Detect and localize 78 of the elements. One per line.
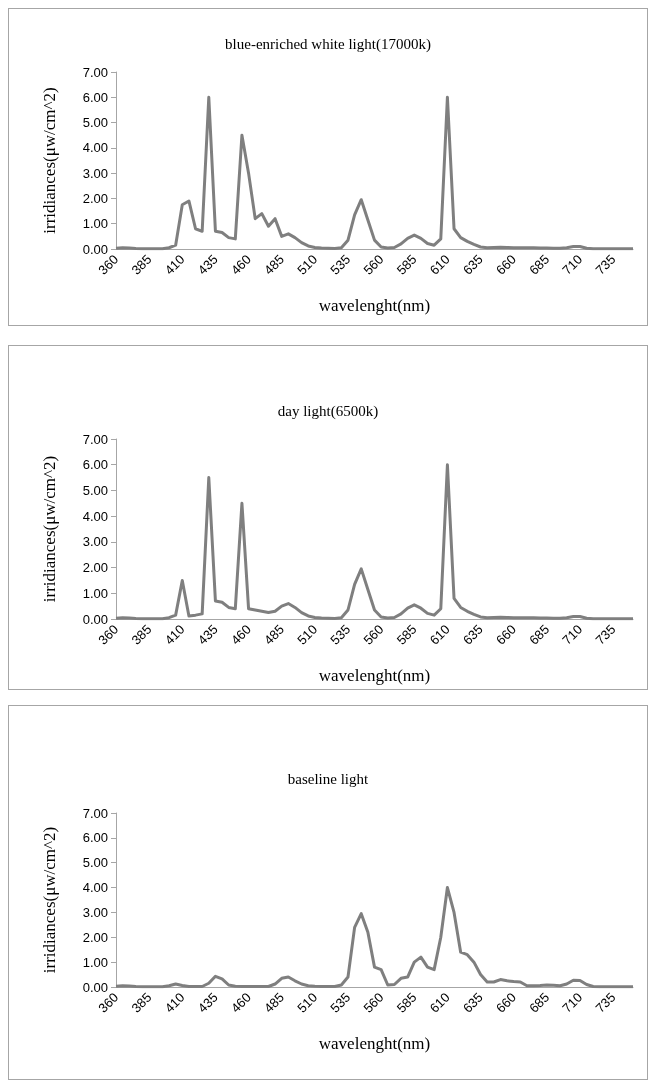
x-tick-label: 710 (559, 251, 586, 278)
x-tick-label: 435 (194, 989, 221, 1016)
x-tick-label: 735 (592, 251, 619, 278)
y-tick-label: 4.00 (82, 140, 108, 156)
y-tick-label: 6.00 (82, 89, 108, 105)
y-tick-label: 3.00 (82, 534, 108, 550)
y-axis-title: irridiances(μw/cm^2) (40, 826, 59, 974)
x-tick-label: 560 (360, 621, 387, 648)
x-tick-label: 485 (261, 251, 288, 278)
y-tick-label: 7.00 (82, 805, 108, 821)
chart-title: baseline light (287, 770, 370, 787)
y-tick-label: 2.00 (82, 190, 108, 206)
x-tick-label: 635 (459, 989, 486, 1016)
x-tick-label: 635 (459, 621, 486, 648)
x-tick-label: 485 (261, 621, 288, 648)
x-tick-label: 710 (559, 989, 586, 1016)
y-tick-label: 5.00 (82, 482, 108, 498)
x-axis-title: wavelenght(nm) (318, 1034, 431, 1053)
x-tick-label: 660 (493, 621, 519, 648)
x-tick-label: 460 (227, 251, 254, 278)
x-axis-title: wavelenght(nm) (318, 666, 431, 685)
y-tick-label: 1.00 (82, 216, 108, 232)
x-tick-label: 560 (360, 989, 387, 1016)
x-tick-label: 685 (526, 989, 553, 1016)
x-tick-label: 585 (393, 251, 420, 278)
y-tick-label: 6.00 (82, 457, 108, 473)
x-tick-label: 435 (194, 251, 221, 278)
y-tick-label: 0.00 (82, 979, 108, 995)
x-tick-label: 435 (194, 621, 221, 648)
x-tick-label: 485 (261, 989, 288, 1016)
y-tick-label: 2.00 (82, 929, 108, 945)
x-tick-label: 460 (227, 989, 254, 1016)
y-tick-label: 0.00 (82, 241, 108, 257)
x-tick-label: 385 (128, 251, 155, 278)
x-tick-label: 660 (493, 251, 519, 278)
chart-title: day light(6500k) (277, 402, 379, 420)
x-tick-label: 685 (526, 251, 553, 278)
y-tick-label: 4.00 (82, 880, 108, 896)
y-tick-label: 4.00 (82, 508, 108, 524)
x-tick-label: 585 (393, 989, 420, 1016)
y-tick-label: 0.00 (82, 611, 108, 627)
x-tick-label: 610 (426, 251, 453, 278)
x-tick-label: 635 (459, 251, 486, 278)
x-tick-label: 510 (294, 251, 321, 278)
x-tick-label: 735 (592, 621, 619, 648)
x-tick-label: 385 (128, 989, 155, 1016)
x-tick-label: 535 (327, 989, 354, 1016)
y-tick-label: 5.00 (82, 855, 108, 871)
chart-title: blue-enriched white light(17000k) (225, 35, 431, 53)
y-tick-label: 7.00 (82, 431, 108, 447)
x-tick-label: 610 (426, 989, 453, 1016)
y-tick-label: 2.00 (82, 560, 108, 576)
x-tick-label: 710 (559, 621, 586, 648)
x-tick-label: 660 (493, 989, 519, 1016)
y-tick-label: 3.00 (82, 904, 108, 920)
x-tick-label: 410 (161, 989, 188, 1016)
x-tick-label: 385 (128, 621, 155, 648)
y-tick-label: 7.00 (82, 64, 108, 80)
x-tick-label: 510 (294, 989, 321, 1016)
x-tick-label: 560 (360, 251, 387, 278)
x-tick-label: 685 (526, 621, 553, 648)
y-tick-label: 1.00 (82, 954, 108, 970)
x-tick-label: 410 (161, 251, 188, 278)
y-axis-title: irridiances(μw/cm^2) (40, 455, 59, 603)
y-axis-title: irridiances(μw/cm^2) (40, 87, 59, 234)
x-tick-label: 585 (393, 621, 420, 648)
y-tick-label: 1.00 (82, 585, 108, 601)
x-tick-label: 535 (327, 621, 354, 648)
x-axis-title: wavelenght(nm) (318, 296, 431, 315)
x-tick-label: 535 (327, 251, 354, 278)
y-tick-label: 3.00 (82, 165, 108, 181)
y-tick-label: 6.00 (82, 830, 108, 846)
x-tick-label: 510 (294, 621, 321, 648)
x-tick-label: 610 (426, 621, 453, 648)
y-tick-label: 5.00 (82, 115, 108, 131)
x-tick-label: 735 (592, 989, 619, 1016)
x-tick-label: 460 (227, 621, 254, 648)
x-tick-label: 410 (161, 621, 188, 648)
